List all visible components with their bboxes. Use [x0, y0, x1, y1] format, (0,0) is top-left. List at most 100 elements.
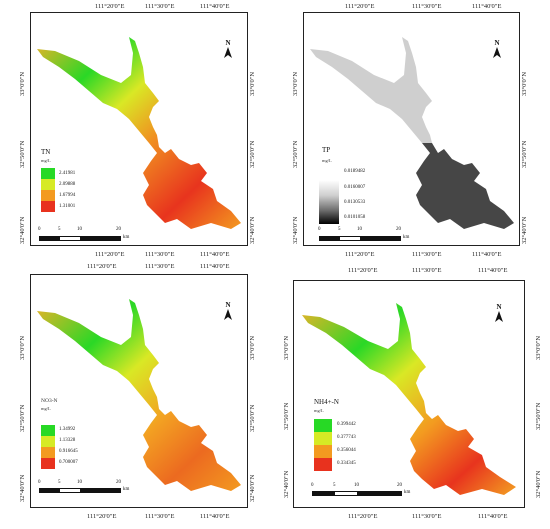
legend-unit: mg/L — [41, 158, 51, 163]
lat-tick-right: 33°0'0"N — [249, 335, 256, 360]
scale-unit: km — [123, 235, 130, 240]
lon-tick-top: 111°20'0"E — [95, 3, 125, 10]
lon-tick-bottom: 111°30'0"E — [412, 513, 442, 520]
scale-label: 5 — [58, 480, 61, 485]
map-panel-nh4n: N NH4+-N mg/L 0.399442 0.377743 0.356044… — [293, 280, 525, 508]
legend-value: 2.41981 — [59, 171, 76, 176]
legend-swatch-4 — [41, 458, 55, 469]
north-arrow-icon: N — [221, 39, 235, 59]
lat-tick-left: 33°0'0"N — [283, 335, 290, 360]
lon-tick-bottom: 111°30'0"E — [145, 513, 175, 520]
lat-tick-right: 32°50'0"N — [249, 140, 256, 168]
map-panel-no3n: N NO3-N mg/L 1.34992 1.13328 0.916645 0.… — [30, 274, 248, 508]
lon-tick-bottom: 111°20'0"E — [348, 513, 378, 520]
reservoir-shape — [302, 303, 516, 495]
lat-tick-left: 32°40'0"N — [19, 216, 26, 244]
reservoir-shape — [37, 299, 241, 491]
lat-tick-right: 33°0'0"N — [521, 71, 528, 96]
lon-tick-bottom: 111°40'0"E — [478, 513, 508, 520]
scale-unit: km — [403, 235, 410, 240]
lat-tick-right: 32°50'0"N — [535, 402, 542, 430]
legend-swatch-2 — [41, 436, 55, 447]
scale-label: 10 — [77, 480, 82, 485]
legend-unit: mg/L — [314, 408, 324, 413]
lon-tick-top: 111°30'0"E — [412, 3, 442, 10]
lon-tick-top: 111°30'0"E — [412, 267, 442, 274]
lat-tick-left: 32°40'0"N — [19, 474, 26, 502]
lat-tick-right: 32°40'0"N — [249, 216, 256, 244]
scale-label: 10 — [77, 227, 82, 232]
north-label: N — [225, 39, 231, 47]
arrow-icon — [493, 47, 501, 58]
lat-tick-left: 32°40'0"N — [292, 216, 299, 244]
north-arrow-icon: N — [492, 303, 506, 323]
scale-label: 10 — [354, 483, 359, 488]
legend-swatch-3 — [41, 447, 55, 458]
arrow-icon — [495, 311, 503, 322]
lon-tick-bottom: 111°20'0"E — [345, 251, 375, 258]
legend-value: 1.34992 — [59, 427, 76, 432]
scale-bar — [39, 488, 121, 493]
legend-value: 2.09888 — [59, 182, 76, 187]
lon-tick-top: 111°30'0"E — [145, 263, 175, 270]
lon-tick-top: 111°20'0"E — [348, 267, 378, 274]
legend-value: 0.356044 — [337, 448, 356, 453]
legend-title: NO3-N — [41, 398, 58, 404]
legend-swatch-2 — [41, 179, 55, 190]
lat-tick-left: 32°50'0"N — [19, 140, 26, 168]
reservoir-map-nh4n — [302, 303, 516, 495]
scale-label: 20 — [396, 227, 401, 232]
scale-label: 20 — [116, 227, 121, 232]
scale-label: 20 — [116, 480, 121, 485]
legend-swatch-4 — [314, 458, 332, 471]
scale-bar — [312, 491, 402, 496]
reservoir-shape-lower — [416, 143, 514, 229]
lat-tick-right: 32°40'0"N — [249, 474, 256, 502]
legend-swatch-4 — [41, 201, 55, 212]
lon-tick-bottom: 111°40'0"E — [200, 251, 230, 258]
legend-value: 0.916645 — [59, 449, 78, 454]
lon-tick-bottom: 111°40'0"E — [200, 513, 230, 520]
lon-tick-top: 111°40'0"E — [200, 263, 230, 270]
lon-tick-bottom: 111°20'0"E — [87, 513, 117, 520]
legend-swatch-2 — [314, 432, 332, 445]
lon-tick-bottom: 111°20'0"E — [95, 251, 125, 258]
lon-tick-top: 111°40'0"E — [478, 267, 508, 274]
scale-label: 0 — [38, 227, 41, 232]
legend-value: 0.399442 — [337, 422, 356, 427]
legend-title: TP — [322, 146, 331, 154]
legend-gradient — [319, 180, 339, 224]
legend-value: 0.700007 — [59, 460, 78, 465]
scale-label: 0 — [38, 480, 41, 485]
lat-tick-right: 32°50'0"N — [249, 404, 256, 432]
scale-label: 20 — [397, 483, 402, 488]
lon-tick-top: 111°40'0"E — [472, 3, 502, 10]
lat-tick-right: 33°0'0"N — [535, 335, 542, 360]
reservoir-map-no3n — [37, 299, 241, 491]
lon-tick-bottom: 111°30'0"E — [412, 251, 442, 258]
reservoir-map-tn — [37, 37, 241, 229]
legend-value: 0.0130533 — [344, 200, 366, 205]
lon-tick-top: 111°40'0"E — [200, 3, 230, 10]
north-arrow-icon: N — [490, 39, 504, 59]
north-label: N — [494, 39, 500, 47]
lat-tick-right: 32°50'0"N — [521, 140, 528, 168]
scale-unit: km — [123, 487, 130, 492]
legend-swatch-3 — [41, 190, 55, 201]
map-panel-tn: N TN mg/L 2.41981 2.09888 1.67994 1.3100… — [30, 12, 248, 246]
reservoir-shape — [37, 37, 241, 229]
scale-label: 5 — [333, 483, 336, 488]
legend-value: 0.0189482 — [344, 169, 366, 174]
legend-title: NH4+-N — [314, 398, 339, 406]
legend-value: 1.13328 — [59, 438, 76, 443]
lat-tick-left: 33°0'0"N — [292, 71, 299, 96]
lon-tick-bottom: 111°30'0"E — [145, 251, 175, 258]
lat-tick-right: 32°40'0"N — [521, 216, 528, 244]
legend-unit: mg/L — [41, 406, 51, 411]
scale-bar — [319, 236, 401, 241]
legend-value: 0.0101058 — [344, 215, 366, 220]
legend-value: 0.334345 — [337, 461, 356, 466]
scale-label: 5 — [58, 227, 61, 232]
legend-value: 1.67994 — [59, 193, 76, 198]
north-arrow-icon: N — [221, 301, 235, 321]
